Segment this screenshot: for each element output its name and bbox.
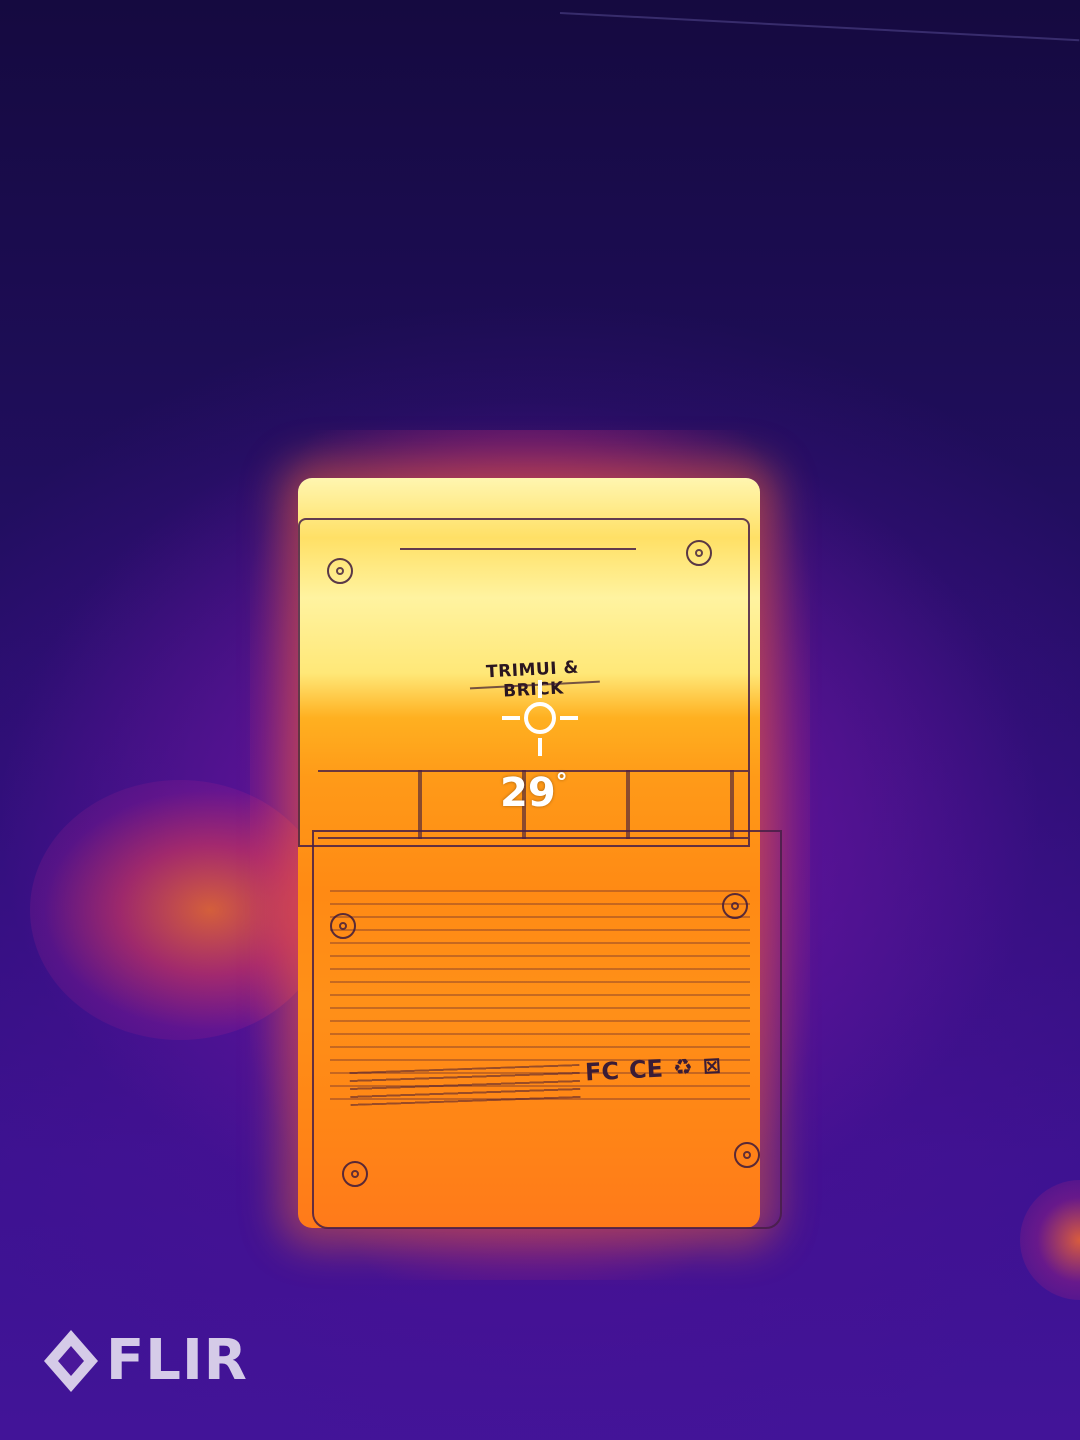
- weee-bin-mark: ⊠: [702, 1052, 722, 1079]
- screw-top-right: [686, 540, 712, 566]
- device-top-notch: [400, 520, 636, 550]
- device-lower-shell: [312, 830, 782, 1229]
- screw-bottom-right: [734, 1142, 760, 1168]
- lens-scratch: [559, 12, 1080, 42]
- flir-logo-text: FLIR: [106, 1328, 248, 1393]
- recycle-mark: ♻: [672, 1054, 694, 1081]
- edge-heat-spot: [1020, 1180, 1080, 1300]
- screw-bottom-left: [342, 1161, 368, 1187]
- device-hinge: [318, 770, 748, 839]
- screw-top-left: [327, 558, 353, 584]
- fcc-mark: FC: [584, 1056, 620, 1087]
- flir-watermark: FLIR: [42, 1328, 248, 1394]
- temperature-unit: °: [555, 768, 568, 796]
- temperature-value: 29: [500, 770, 556, 816]
- screw-mid-left: [330, 913, 356, 939]
- screw-mid-right: [722, 893, 748, 919]
- device-upper-shell: [298, 518, 750, 847]
- flir-diamond-icon: [44, 1330, 98, 1392]
- spot-temperature-readout: 29°: [500, 768, 600, 816]
- spot-meter-crosshair-icon: [502, 680, 578, 756]
- ce-mark: CE: [628, 1054, 664, 1085]
